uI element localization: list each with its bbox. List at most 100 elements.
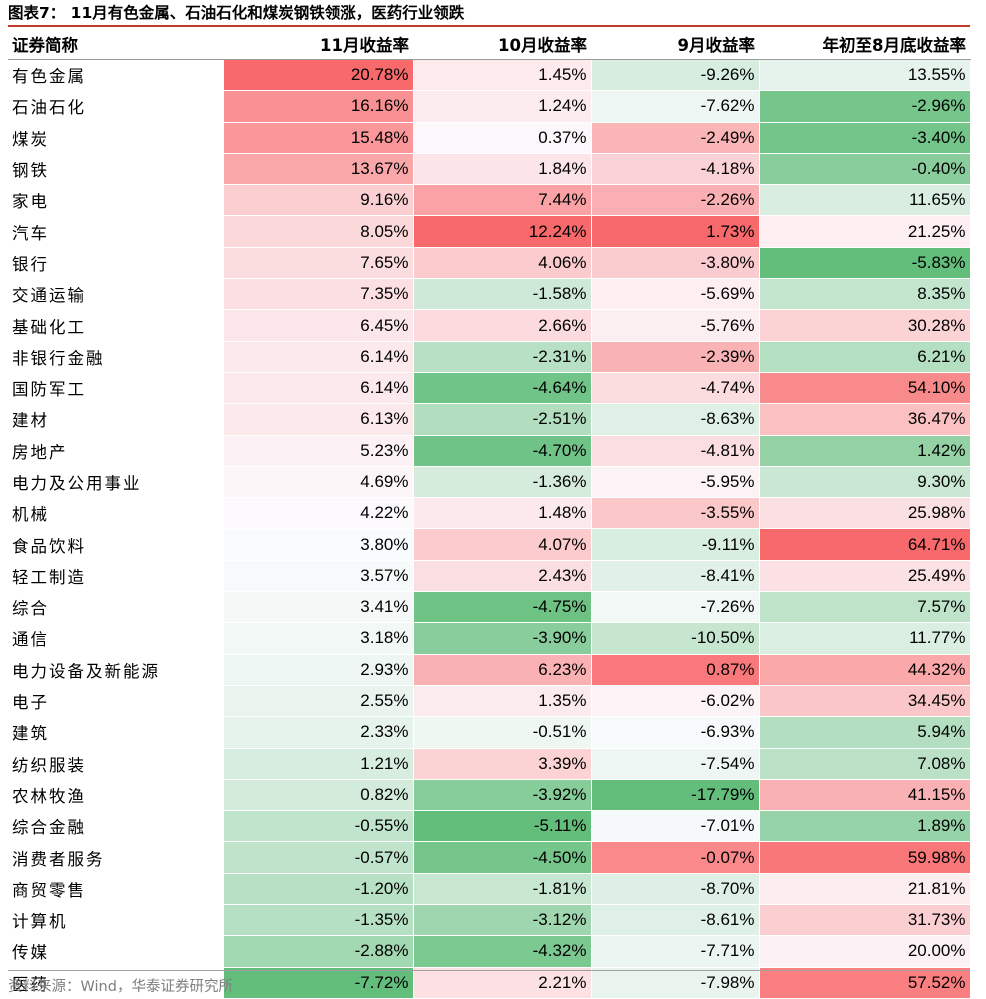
return-cell: -5.83%	[759, 247, 971, 280]
return-cell: 8.05%	[223, 215, 414, 248]
industry-name-cell: 煤炭	[8, 122, 224, 154]
return-cell: -2.39%	[591, 341, 760, 373]
return-cell: 20.00%	[759, 935, 971, 968]
industry-name-cell: 基础化工	[8, 309, 224, 342]
return-cell: 3.18%	[223, 622, 414, 655]
table-header-row: 证券简称 11月收益率 10月收益率 9月收益率 年初至8月底收益率	[8, 29, 970, 60]
industry-name-cell: 家电	[8, 184, 224, 217]
table-row: 交通运输 7.35% -1.58% -5.69% 8.35%	[8, 278, 971, 311]
return-cell: 13.67%	[223, 153, 414, 186]
industry-name-cell: 交通运输	[8, 278, 224, 311]
return-cell: -4.32%	[413, 935, 592, 968]
return-cell: 11.77%	[759, 622, 971, 655]
return-cell: -10.50%	[591, 622, 760, 655]
return-cell: 9.16%	[223, 184, 414, 217]
industry-name-cell: 综合	[8, 591, 224, 624]
return-cell: -2.51%	[413, 403, 592, 436]
return-cell: -4.64%	[413, 372, 592, 405]
return-cell: 2.43%	[413, 560, 592, 593]
return-cell: -3.80%	[591, 247, 760, 280]
industry-name-cell: 建筑	[8, 716, 224, 749]
table-body: 有色金属 20.78% 1.45% -9.26% 13.55% 石油石化 16.16% 1.2…	[8, 59, 971, 999]
return-cell: -0.55%	[223, 810, 414, 843]
return-cell: 0.37%	[413, 122, 592, 154]
return-cell: -4.81%	[591, 435, 760, 467]
return-cell: -4.50%	[413, 841, 592, 874]
return-cell: -0.40%	[759, 153, 971, 186]
return-cell: 6.14%	[223, 341, 414, 373]
return-cell: 7.65%	[223, 247, 414, 280]
return-cell: -8.63%	[591, 403, 760, 436]
return-cell: -2.88%	[223, 935, 414, 968]
return-cell: -0.07%	[591, 841, 760, 874]
return-cell: 6.23%	[413, 654, 592, 686]
table-row: 轻工制造 3.57% 2.43% -8.41% 25.49%	[8, 560, 971, 593]
return-cell: 1.89%	[759, 810, 971, 843]
column-header-oct: 10月收益率	[413, 29, 591, 60]
return-cell: 7.08%	[759, 748, 971, 780]
return-cell: -5.76%	[591, 309, 760, 342]
return-cell: -1.36%	[413, 466, 592, 499]
table-row: 纺织服装 1.21% 3.39% -7.54% 7.08%	[8, 748, 971, 780]
return-cell: -3.40%	[759, 122, 971, 154]
table-row: 农林牧渔 0.82% -3.92% -17.79% 41.15%	[8, 779, 971, 812]
table-row: 计算机 -1.35% -3.12% -8.61% 31.73%	[8, 904, 971, 937]
industry-name-cell: 医药	[8, 967, 224, 999]
return-cell: 3.80%	[223, 528, 414, 561]
return-cell: 0.87%	[591, 654, 760, 686]
return-cell: 2.66%	[413, 309, 592, 342]
return-cell: 8.35%	[759, 278, 971, 311]
return-cell: -6.93%	[591, 716, 760, 749]
return-cell: 15.48%	[223, 122, 414, 154]
return-cell: -2.49%	[591, 122, 760, 154]
industry-name-cell: 纺织服装	[8, 748, 224, 780]
return-cell: -5.69%	[591, 278, 760, 311]
table-row: 国防军工 6.14% -4.64% -4.74% 54.10%	[8, 372, 971, 405]
return-cell: -4.70%	[413, 435, 592, 467]
return-cell: 16.16%	[223, 90, 414, 123]
return-cell: 1.24%	[413, 90, 592, 123]
figure-title: 图表7： 11月有色金属、石油石化和煤炭钢铁领涨，医药行业领跌	[8, 4, 465, 22]
return-cell: 1.48%	[413, 497, 592, 530]
return-cell: -1.81%	[413, 873, 592, 906]
return-cell: -4.18%	[591, 153, 760, 186]
return-cell: 54.10%	[759, 372, 971, 405]
column-header-sep: 9月收益率	[591, 29, 759, 60]
table-row: 传媒 -2.88% -4.32% -7.71% 20.00%	[8, 935, 971, 968]
return-cell: 1.73%	[591, 215, 760, 248]
return-cell: -5.95%	[591, 466, 760, 499]
industry-name-cell: 汽车	[8, 215, 224, 248]
table-row: 通信 3.18% -3.90% -10.50% 11.77%	[8, 622, 971, 655]
return-cell: -9.11%	[591, 528, 760, 561]
table-row: 钢铁 13.67% 1.84% -4.18% -0.40%	[8, 153, 971, 186]
return-cell: 2.93%	[223, 654, 414, 686]
return-cell: -0.57%	[223, 841, 414, 874]
return-cell: -8.70%	[591, 873, 760, 906]
return-cell: 31.73%	[759, 904, 971, 937]
return-cell: -4.75%	[413, 591, 592, 624]
return-cell: 6.13%	[223, 403, 414, 436]
industry-name-cell: 机械	[8, 497, 224, 530]
industry-name-cell: 石油石化	[8, 90, 224, 123]
table-row: 建筑 2.33% -0.51% -6.93% 5.94%	[8, 716, 971, 749]
return-cell: 13.55%	[759, 59, 971, 92]
return-cell: 2.55%	[223, 685, 414, 718]
return-cell: 25.98%	[759, 497, 971, 530]
return-cell: -6.02%	[591, 685, 760, 718]
return-cell: -3.90%	[413, 622, 592, 655]
industry-name-cell: 非银行金融	[8, 341, 224, 373]
return-cell: 3.57%	[223, 560, 414, 593]
industry-name-cell: 银行	[8, 247, 224, 280]
table-row: 电力设备及新能源 2.93% 6.23% 0.87% 44.32%	[8, 654, 971, 686]
table-row: 电子 2.55% 1.35% -6.02% 34.45%	[8, 685, 971, 718]
return-cell: -4.74%	[591, 372, 760, 405]
industry-name-cell: 商贸零售	[8, 873, 224, 906]
return-cell: 7.57%	[759, 591, 971, 624]
column-header-ytd-aug: 年初至8月底收益率	[759, 29, 970, 60]
industry-name-cell: 电力及公用事业	[8, 466, 224, 499]
return-cell: 1.21%	[223, 748, 414, 780]
return-cell: -7.71%	[591, 935, 760, 968]
return-cell: 34.45%	[759, 685, 971, 718]
return-cell: 1.45%	[413, 59, 592, 92]
return-cell: 2.33%	[223, 716, 414, 749]
